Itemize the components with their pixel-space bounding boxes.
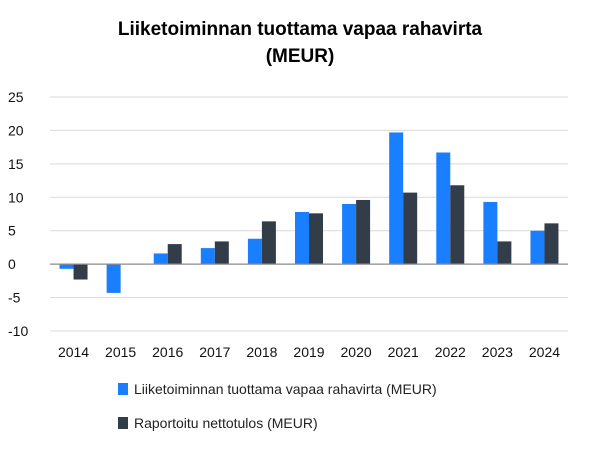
y-tick-label-3: 10 — [8, 189, 24, 205]
chart-title: Liiketoiminnan tuottama vapaa rahavirta … — [40, 16, 560, 70]
bar-series-2-2020 — [356, 199, 371, 265]
bar-series-1-2014 — [59, 264, 74, 269]
y-tick-label-7: -10 — [8, 323, 28, 339]
bar-series-1-2023 — [483, 201, 498, 265]
x-tick-label-2017: 2017 — [199, 344, 230, 360]
bar-series-1-2016 — [153, 253, 168, 265]
bar-series-1-2019 — [295, 211, 309, 265]
x-tick-label-2016: 2016 — [152, 344, 183, 360]
y-tick-label-4: 5 — [8, 223, 16, 239]
legend-label-free-cash-flow: Liiketoiminnan tuottama vapaa rahavirta … — [134, 381, 437, 397]
x-tick-label-2021: 2021 — [388, 344, 419, 360]
x-tick-label-2023: 2023 — [482, 344, 513, 360]
x-tick-label-2022: 2022 — [435, 344, 466, 360]
bar-series-2-2023 — [497, 241, 512, 265]
bar-series-2-2016 — [167, 244, 182, 265]
x-tick-label-2024: 2024 — [529, 344, 560, 360]
chart-title-line-2: (MEUR) — [265, 46, 335, 67]
bar-series-1-2022 — [436, 152, 451, 265]
bar-series-1-2018 — [247, 238, 262, 265]
legend-swatch-net-income — [118, 417, 128, 429]
y-tick-label-1: 20 — [8, 122, 24, 138]
legend-item-free-cash-flow: Liiketoiminnan tuottama vapaa rahavirta … — [118, 381, 437, 397]
bar-series-2-2017 — [214, 241, 229, 265]
y-tick-label-5: 0 — [8, 256, 16, 272]
x-tick-label-2015: 2015 — [105, 344, 136, 360]
y-tick-label-6: -5 — [8, 290, 21, 306]
bar-series-1-2024 — [530, 230, 545, 265]
legend-label-net-income: Raportoitu nettotulos (MEUR) — [134, 415, 318, 431]
legend-swatch-free-cash-flow — [118, 383, 128, 395]
bar-series-2-2019 — [309, 213, 323, 265]
x-tick-label-2019: 2019 — [293, 344, 324, 360]
y-tick-label-2: 15 — [8, 156, 24, 172]
bar-series-2-2021 — [403, 192, 418, 265]
bar-series-1-2017 — [200, 248, 215, 265]
bar-series-2-2018 — [261, 221, 276, 265]
bar-series-2-2024 — [544, 223, 559, 265]
chart-title-line-1: Liiketoiminnan tuottama vapaa rahavirta — [117, 19, 483, 40]
bar-series-2-2022 — [450, 185, 465, 265]
x-tick-label-2014: 2014 — [58, 344, 89, 360]
bar-series-1-2015 — [106, 264, 121, 293]
bar-series-1-2021 — [389, 132, 404, 265]
y-tick-label-0: 25 — [8, 89, 24, 105]
x-tick-label-2018: 2018 — [246, 344, 277, 360]
bar-series-2-2014 — [73, 264, 88, 280]
legend-item-net-income: Raportoitu nettotulos (MEUR) — [118, 415, 318, 431]
x-tick-label-2020: 2020 — [341, 344, 372, 360]
bar-series-1-2020 — [342, 203, 357, 265]
